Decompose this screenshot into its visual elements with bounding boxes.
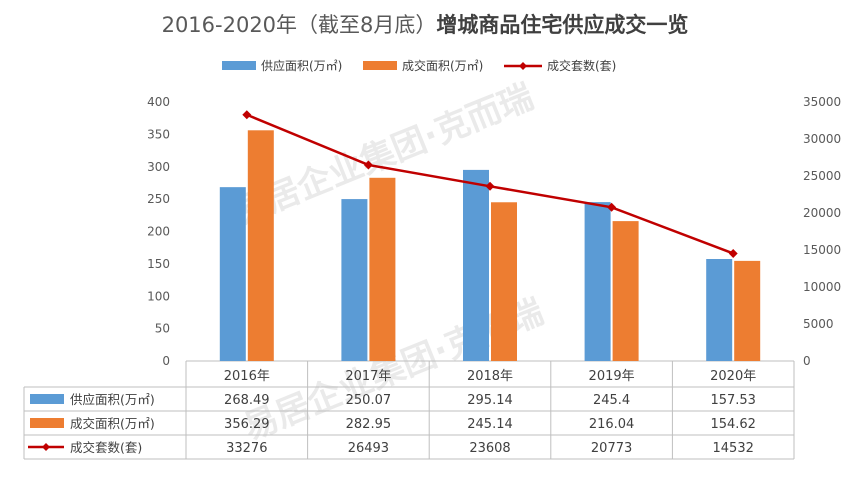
line-point — [242, 110, 252, 120]
table-cell: 250.07 — [346, 393, 392, 408]
bar-supply — [463, 169, 489, 361]
y-left-tick-label: 0 — [162, 354, 170, 368]
table-cell: 33276 — [226, 441, 267, 456]
table-cell: 216.04 — [589, 417, 635, 432]
y-right-tick-label: 20000 — [803, 206, 841, 220]
y-right-tick-label: 10000 — [803, 280, 841, 294]
y-left-tick-label: 200 — [147, 225, 170, 239]
table-row-label: 供应面积(万㎡) — [70, 392, 155, 407]
table-cell: 356.29 — [224, 417, 270, 432]
bars-layer — [219, 130, 761, 361]
legend: 供应面积(万㎡) 成交面积(万㎡) 成交套数(套) — [222, 58, 616, 73]
chart-title-bold: 增城商品住宅供应成交一览 — [436, 13, 688, 37]
line-point — [485, 181, 495, 191]
y-right-tick-label: 5000 — [803, 317, 834, 331]
legend-swatch — [222, 61, 256, 70]
bar-supply — [706, 258, 733, 361]
x-category-label: 2017年 — [345, 369, 391, 384]
y-left-tick-label: 400 — [147, 95, 170, 109]
bar-supply — [584, 202, 611, 361]
table-cell: 20773 — [591, 441, 632, 456]
y-right-tick-label: 0 — [803, 354, 811, 368]
bar-deal — [491, 202, 517, 361]
bar-deal — [247, 130, 274, 361]
x-category-label: 2018年 — [467, 369, 513, 384]
line-layer — [242, 110, 738, 258]
legend-swatch — [363, 61, 397, 70]
table-cell: 268.49 — [224, 393, 270, 408]
chart-title: 2016-2020年（截至8月底）增城商品住宅供应成交一览 — [162, 13, 689, 37]
table-cell: 245.4 — [593, 393, 630, 408]
y-right-tick-label: 35000 — [803, 95, 841, 109]
legend-marker — [519, 62, 527, 70]
bar-deal — [369, 177, 396, 361]
chart-title-main: 2016-2020年（截至8月底） — [162, 13, 437, 37]
table-cell: 295.14 — [467, 393, 513, 408]
table-row-swatch — [30, 394, 64, 404]
bar-supply — [341, 199, 368, 361]
y-left-tick-label: 50 — [155, 322, 170, 336]
table-cell: 23608 — [469, 441, 510, 456]
x-category-label: 2019年 — [589, 369, 635, 384]
line-point — [607, 202, 617, 212]
legend-label: 成交面积(万㎡) — [402, 58, 483, 73]
y-right-tick-label: 30000 — [803, 132, 841, 146]
table-cell: 157.53 — [710, 393, 756, 408]
bar-supply — [219, 187, 246, 361]
legend-label: 成交套数(套) — [547, 58, 616, 73]
table-cell: 282.95 — [346, 417, 392, 432]
y-left-tick-label: 250 — [147, 192, 170, 206]
x-category-label: 2020年 — [710, 369, 756, 384]
legend-label: 供应面积(万㎡) — [261, 58, 342, 73]
table-row-marker — [42, 443, 50, 451]
y-right-tick-label: 25000 — [803, 169, 841, 183]
y-left-tick-label: 150 — [147, 257, 170, 271]
line-point — [728, 248, 738, 258]
table-row-swatch — [30, 418, 64, 428]
table-row-label: 成交面积(万㎡) — [70, 416, 155, 431]
table-cell: 14532 — [713, 441, 754, 456]
y-left-tick-label: 300 — [147, 160, 170, 174]
table-cell: 26493 — [348, 441, 389, 456]
table-cell: 245.14 — [467, 417, 513, 432]
line-point — [363, 160, 373, 170]
bar-deal — [612, 221, 639, 361]
y-right-tick-label: 15000 — [803, 243, 841, 257]
y-left-tick-label: 350 — [147, 127, 170, 141]
x-category-label: 2016年 — [224, 369, 270, 384]
table-row-label: 成交套数(套) — [70, 440, 142, 455]
table-cell: 154.62 — [710, 417, 756, 432]
y-left-tick-label: 100 — [147, 289, 170, 303]
bar-deal — [734, 260, 761, 361]
axes: 0 50 100 150 200 250 300 350 400 0 5000 10000 15000 2… — [147, 95, 841, 368]
